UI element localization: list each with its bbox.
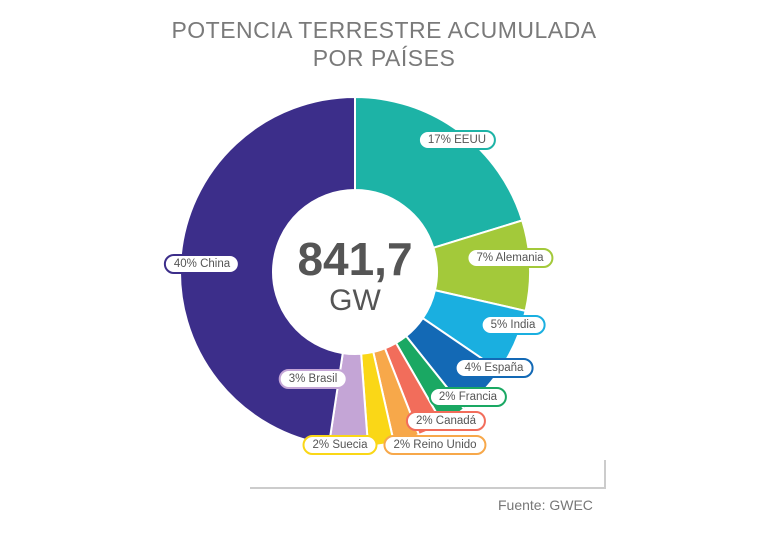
- divider-vertical: [604, 460, 606, 489]
- chart-title-line-1: POTENCIA TERRESTRE ACUMULADA: [171, 17, 597, 43]
- center-total-unit: GW: [329, 284, 381, 317]
- slice-label-alemania: 7% Alemania: [466, 248, 554, 268]
- chart-title-line-2: POR PAÍSES: [312, 45, 456, 71]
- source-note: Fuente: GWEC: [498, 497, 593, 513]
- slice-label-china: 40% China: [163, 254, 241, 274]
- slice-label-canadá: 2% Canadá: [405, 411, 487, 431]
- slice-label-españa: 4% España: [454, 358, 534, 378]
- slice-label-brasil: 3% Brasil: [278, 369, 348, 389]
- donut-hole: [273, 190, 437, 354]
- slice-label-eeuu: 17% EEUU: [417, 130, 497, 150]
- center-total-value: 841,7: [297, 233, 413, 285]
- slice-label-reino-unido: 2% Reino Unido: [383, 435, 487, 455]
- slice-label-suecia: 2% Suecia: [302, 435, 378, 455]
- slice-label-francia: 2% Francia: [428, 387, 508, 407]
- divider-horizontal: [250, 487, 606, 489]
- slice-label-india: 5% India: [480, 315, 546, 335]
